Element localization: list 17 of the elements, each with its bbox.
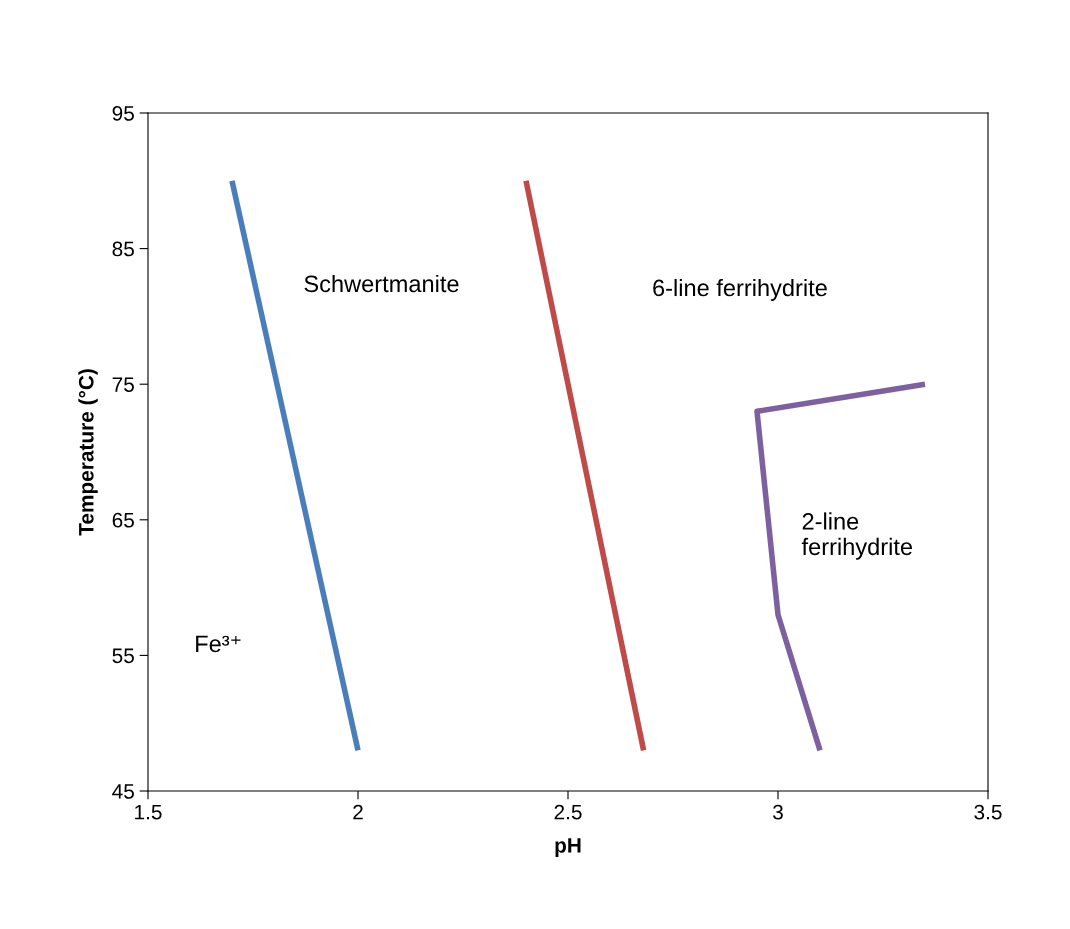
x-tick-label: 3.5: [974, 804, 1002, 820]
x-axis-title: pH: [555, 838, 581, 857]
y-axis-title: Temperature (°C): [78, 369, 98, 536]
y-tick-label: 45: [112, 784, 134, 799]
annotation: 6-line ferrihydrite: [653, 278, 827, 301]
annotation: Schwertmanite: [304, 274, 459, 293]
y-tick-label: 75: [112, 377, 134, 392]
x-tick-label: 2: [353, 804, 363, 820]
y-tick-label: 85: [112, 241, 134, 257]
x-tick-label: 3: [773, 804, 783, 820]
annotation: 2-line ferrihydrite: [801, 512, 912, 560]
y-tick-label: 95: [112, 106, 134, 121]
x-tick-label: 1.5: [135, 804, 162, 820]
x-tick-label: 2.5: [554, 804, 582, 820]
annotation: Fe³⁺: [196, 635, 241, 653]
y-tick-label: 55: [112, 648, 134, 664]
y-tick-label: 65: [112, 512, 134, 528]
